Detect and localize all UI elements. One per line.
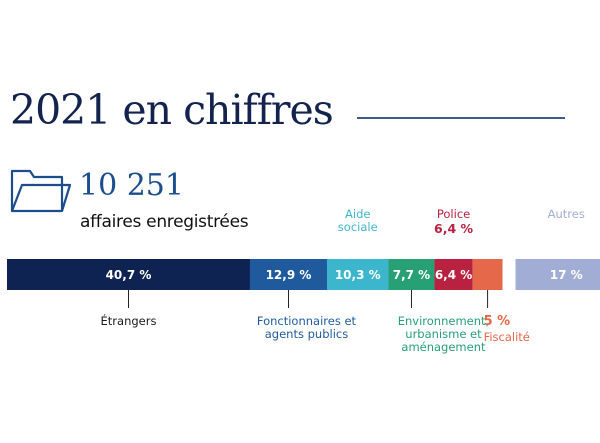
bar-segment bbox=[515, 259, 600, 290]
data-label: 6,4 % bbox=[435, 268, 472, 282]
data-label: 7,7 % bbox=[393, 268, 430, 282]
bar-segment bbox=[434, 259, 473, 290]
bar-segment bbox=[7, 259, 250, 290]
category-label: Fonctionnaires et bbox=[257, 314, 357, 328]
bar-segment bbox=[388, 259, 435, 290]
folder-icon bbox=[10, 169, 72, 213]
cases-count: 10 251 bbox=[79, 168, 184, 203]
category-label: aménagement bbox=[401, 340, 486, 354]
data-label: 40,7 % bbox=[106, 268, 152, 282]
bar-segment bbox=[472, 259, 503, 290]
category-value-label: 5 % bbox=[484, 314, 511, 329]
title-divider bbox=[357, 117, 565, 119]
data-label: 10,3 % bbox=[335, 268, 381, 282]
data-label: 12,9 % bbox=[266, 268, 312, 282]
category-label: Fiscalité bbox=[484, 330, 530, 344]
category-label: urbanisme et bbox=[405, 327, 482, 341]
category-label: Étrangers bbox=[101, 313, 157, 328]
bar-segment bbox=[326, 259, 389, 290]
data-label: 17 % bbox=[550, 268, 583, 282]
category-label: Aide bbox=[345, 207, 370, 221]
category-label: Autres bbox=[548, 207, 585, 221]
category-label: sociale bbox=[338, 220, 378, 234]
page-title: 2021 en chiffres bbox=[10, 86, 334, 134]
category-label: Environnement, bbox=[398, 314, 489, 328]
category-value-label: 6,4 % bbox=[434, 221, 473, 236]
cases-label: affaires enregistrées bbox=[80, 212, 249, 232]
category-label: Police bbox=[437, 207, 470, 221]
bar-segment bbox=[249, 259, 327, 290]
category-label: agents publics bbox=[265, 327, 348, 341]
